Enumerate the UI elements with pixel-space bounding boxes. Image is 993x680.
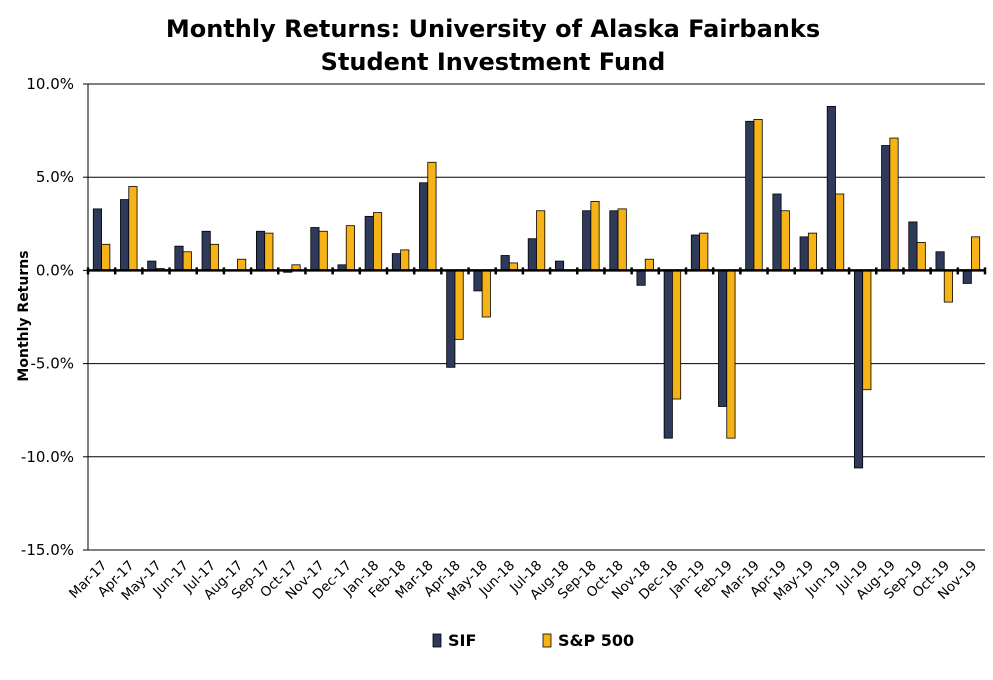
bar-sif-aug-19 bbox=[881, 145, 891, 271]
bar-sif-mar-19 bbox=[745, 120, 755, 271]
x-tick-labels: Mar-17Apr-17May-17Jun-17Jul-17Aug-17Sep-… bbox=[66, 558, 980, 604]
bar-sif-jan-19 bbox=[690, 234, 700, 271]
y-tick-label: 0.0% bbox=[36, 261, 74, 279]
bar-sif-nov-17 bbox=[310, 227, 320, 271]
bar-sp500-may-19 bbox=[807, 232, 818, 271]
bar-sp500-dec-17 bbox=[345, 225, 355, 271]
bar-sp500-oct-19 bbox=[943, 269, 953, 303]
legend-swatch-sp500 bbox=[542, 633, 552, 648]
bar-sif-sep-17 bbox=[255, 230, 266, 271]
bar-sif-jul-17 bbox=[201, 230, 211, 271]
bar-sif-jun-18 bbox=[500, 255, 510, 271]
bar-sif-may-17 bbox=[147, 260, 157, 271]
bar-sp500-jan-18 bbox=[373, 212, 383, 271]
bar-sif-jul-19 bbox=[853, 269, 864, 469]
bar-sif-sep-18 bbox=[582, 210, 592, 271]
y-tick-labels: 10.0% 5.0% 0.0% -5.0% -10.0% -15.0% bbox=[21, 75, 74, 559]
bar-sp500-sep-17 bbox=[264, 232, 274, 271]
bars bbox=[92, 105, 981, 469]
bar-sif-may-18 bbox=[473, 269, 483, 292]
bar-sif-mar-17 bbox=[92, 208, 102, 271]
bar-sp500-feb-18 bbox=[400, 249, 410, 271]
bar-sp500-apr-17 bbox=[128, 186, 138, 271]
bar-sp500-sep-18 bbox=[590, 201, 600, 271]
bar-sif-apr-19 bbox=[772, 193, 782, 271]
bar-sif-apr-17 bbox=[120, 199, 130, 271]
bar-sp500-mar-18 bbox=[427, 161, 437, 271]
bar-sp500-apr-18 bbox=[454, 269, 464, 340]
bar-sp500-mar-17 bbox=[101, 243, 111, 271]
bar-sp500-nov-17 bbox=[318, 230, 328, 271]
legend-label-sp500: S&P 500 bbox=[558, 631, 634, 650]
bar-sif-jun-17 bbox=[174, 245, 184, 271]
chart-title-line-2: Student Investment Fund bbox=[321, 48, 666, 76]
y-tick-label: -15.0% bbox=[21, 541, 74, 559]
y-tick-label: 10.0% bbox=[26, 75, 74, 93]
bar-sp500-jul-19 bbox=[862, 269, 872, 391]
chart-title-line-1: Monthly Returns: University of Alaska Fa… bbox=[166, 15, 820, 43]
bar-sp500-dec-18 bbox=[672, 269, 682, 400]
bar-sif-aug-18 bbox=[554, 260, 565, 271]
y-axis-label: Monthly Returns bbox=[16, 250, 32, 381]
bar-sif-jul-18 bbox=[527, 238, 537, 271]
bar-sp500-oct-18 bbox=[617, 208, 627, 271]
bar-sif-feb-18 bbox=[391, 253, 401, 271]
bar-sp500-jul-18 bbox=[536, 210, 546, 271]
bar-sp500-jun-19 bbox=[835, 193, 845, 271]
gridlines bbox=[88, 83, 985, 551]
bar-sp500-nov-18 bbox=[644, 258, 654, 271]
bar-sp500-feb-19 bbox=[726, 269, 736, 439]
bar-sp500-mar-19 bbox=[753, 119, 763, 271]
bar-sif-feb-19 bbox=[718, 269, 728, 407]
y-tick-label: -5.0% bbox=[30, 355, 74, 373]
legend: SIF S&P 500 bbox=[432, 631, 634, 650]
bar-sp500-nov-19 bbox=[971, 236, 981, 271]
y-tick-label: 5.0% bbox=[36, 168, 74, 186]
bar-sif-nov-19 bbox=[962, 269, 972, 284]
bar-sif-jan-18 bbox=[364, 215, 374, 271]
bar-sif-oct-19 bbox=[935, 251, 945, 271]
bar-sif-apr-18 bbox=[446, 269, 456, 368]
bar-sp500-sep-19 bbox=[916, 242, 926, 271]
bar-sif-jun-19 bbox=[826, 105, 836, 271]
bar-sp500-aug-17 bbox=[237, 258, 247, 271]
legend-label-sif: SIF bbox=[448, 631, 476, 650]
y-tick-label: -10.0% bbox=[21, 448, 74, 466]
bar-sif-oct-18 bbox=[609, 210, 619, 271]
bar-sp500-jan-19 bbox=[699, 232, 709, 271]
legend-swatch-sif bbox=[432, 633, 442, 648]
bar-sp500-aug-19 bbox=[889, 137, 899, 271]
bar-sp500-jun-17 bbox=[182, 251, 192, 271]
bar-sif-mar-18 bbox=[419, 182, 429, 271]
axes bbox=[83, 83, 987, 551]
bar-sif-nov-18 bbox=[636, 269, 646, 286]
bar-sp500-apr-19 bbox=[780, 210, 790, 271]
bar-sif-may-19 bbox=[799, 236, 809, 271]
bar-sp500-jul-17 bbox=[209, 243, 220, 271]
bar-sif-dec-18 bbox=[663, 269, 673, 439]
bar-sif-sep-19 bbox=[908, 221, 918, 271]
bar-sp500-may-18 bbox=[481, 269, 491, 318]
